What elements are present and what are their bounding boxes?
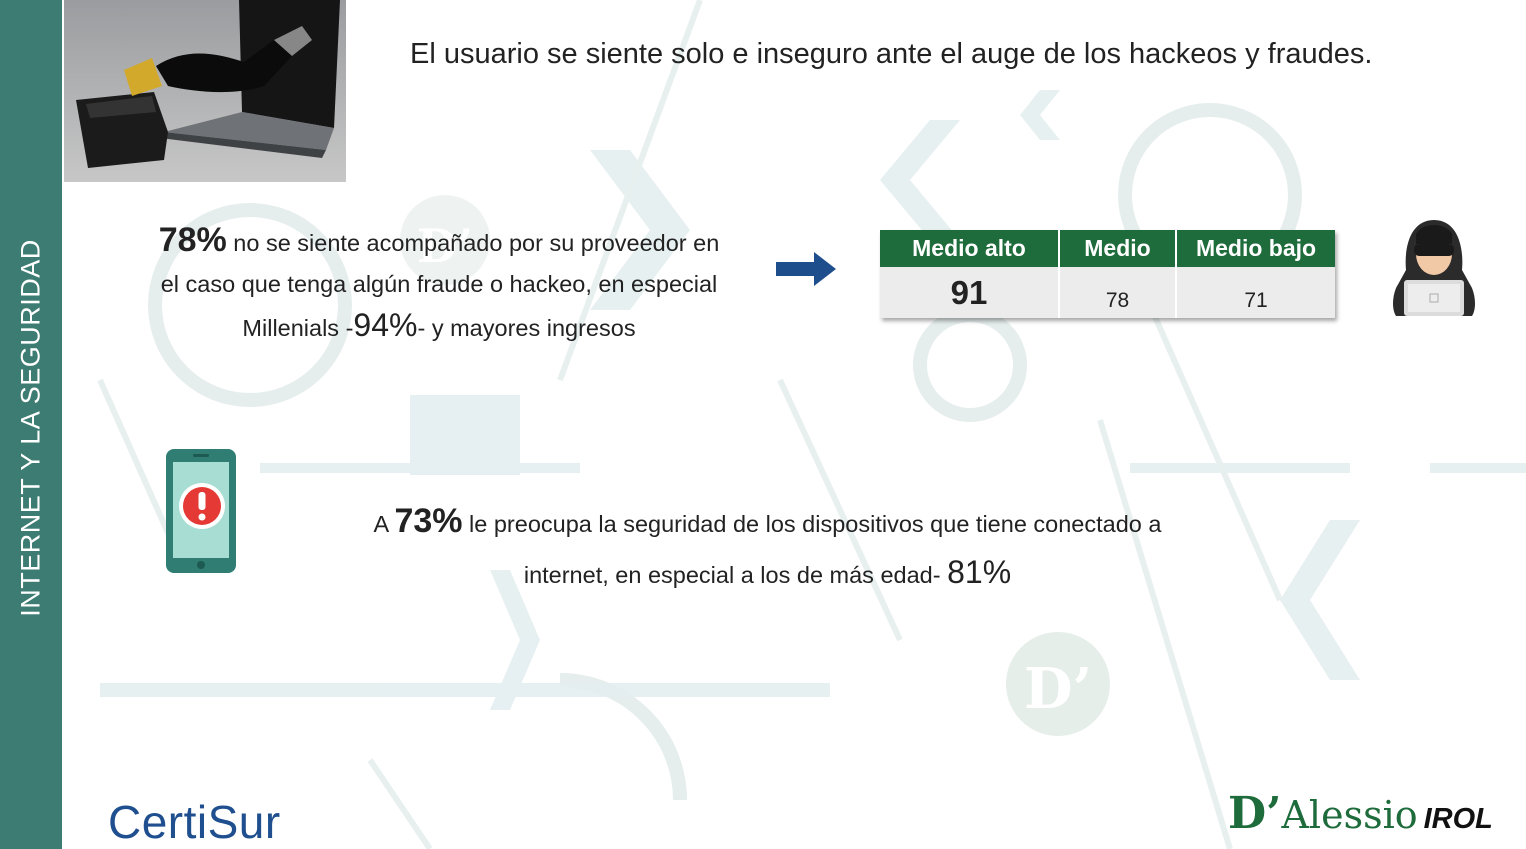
stat1-line2: el caso que tenga algún fraude o hackeo,… (160, 271, 718, 297)
stat2-percent: 73% (394, 502, 463, 540)
stat2-line2: internet, en especial a los de más edad- (523, 562, 948, 588)
table-cell-medio-bajo: 71 (1244, 289, 1268, 312)
stat-provider-support: 78% no se siente acompañado por su prove… (104, 220, 774, 349)
income-level-table: Medio alto Medio Medio bajo 91 78 71 (880, 230, 1335, 318)
table-header-row: Medio alto Medio Medio bajo (880, 230, 1335, 267)
phone-alert-icon (166, 449, 236, 573)
table-header-medio-alto: Medio alto (880, 230, 1060, 267)
certisur-logo: CertiSur (108, 796, 281, 848)
stat2-line1: le preocupa la seguridad de los disposit… (462, 511, 1162, 537)
table-cell-medio-alto: 91 (880, 267, 1060, 318)
svg-text:D’: D’ (417, 219, 473, 273)
table-header-medio: Medio (1060, 230, 1177, 267)
stat1-millenials-percent: 94% (353, 307, 418, 343)
table-header-medio-bajo: Medio bajo (1195, 235, 1317, 261)
right-arrow-icon (776, 252, 836, 286)
stat1-line1: no se siente acompañado por su proveedor… (226, 230, 720, 256)
sidebar: INTERNET Y LA SEGURIDAD (0, 0, 62, 849)
headline: El usuario se siente solo e inseguro ant… (410, 38, 1373, 70)
svg-text:D’: D’ (1024, 656, 1092, 722)
stat1-line3-pre: Millenials - (242, 315, 354, 341)
table-row: 91 78 71 (880, 267, 1335, 318)
dalessio-irol-logo: D’Alessio IROL (1228, 788, 1493, 839)
dalessio-logo-name: Alessio (1281, 793, 1418, 837)
table-cell-medio: 78 (1060, 267, 1177, 318)
hacker-laptop-photo (64, 0, 346, 182)
hacker-icon (1393, 220, 1475, 316)
stat-device-security: A 73% le preocupa la seguridad de los di… (320, 497, 1215, 599)
stat1-line3-post: - y mayores ingresos (417, 315, 636, 341)
dalessio-logo-d: D’ (1228, 788, 1282, 839)
sidebar-title: INTERNET Y LA SEGURIDAD (15, 239, 46, 617)
stat1-percent: 78% (158, 221, 227, 259)
stat2-pre: A (373, 511, 395, 537)
dalessio-logo-suffix: IROL (1423, 803, 1493, 835)
stat2-age-percent: 81% (947, 554, 1012, 590)
